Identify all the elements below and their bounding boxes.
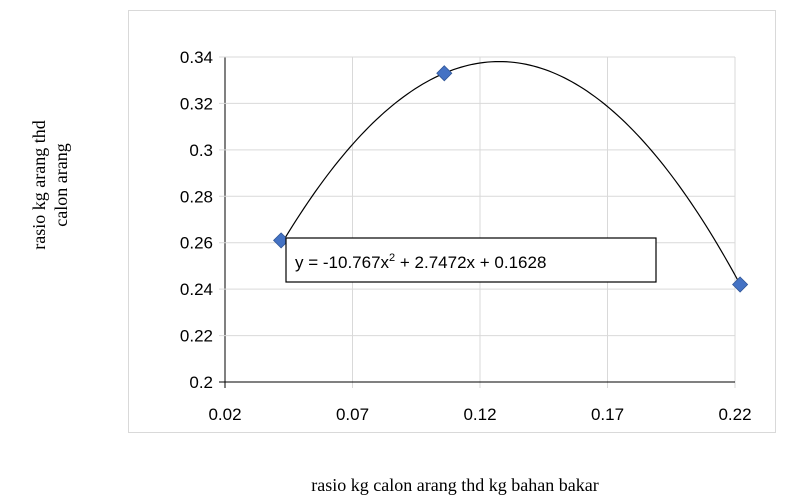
y-tick-label: 0.2 (189, 373, 213, 392)
y-tick-label: 0.26 (180, 234, 213, 253)
x-tick-label: 0.07 (336, 405, 369, 424)
y-tick-label: 0.22 (180, 327, 213, 346)
y-tick-label: 0.24 (180, 280, 213, 299)
y-axis-title-line-2: calon arang (51, 143, 71, 226)
y-tick-label: 0.34 (180, 48, 213, 67)
x-axis-title: rasio kg calon arang thd kg bahan bakar (311, 475, 598, 495)
data-point (732, 276, 749, 293)
chart-border (128, 10, 776, 433)
trendline-equation-box: y = -10.767x2 + 2.7472x + 0.1628 (285, 237, 657, 283)
x-tick-label: 0.02 (208, 405, 241, 424)
vertical-gridlines (224, 57, 736, 388)
y-tick-label: 0.3 (189, 141, 213, 160)
data-point (436, 65, 453, 82)
data-points (273, 65, 749, 293)
x-tick-label: 0.17 (591, 405, 624, 424)
y-tick-label: 0.28 (180, 187, 213, 206)
y-axis-title-line-1: rasio kg arang thd (29, 120, 49, 249)
y-tick-labels: 0.2 0.22 0.24 0.26 0.28 0.3 0.32 0.34 (180, 48, 213, 392)
equation-box-frame (285, 237, 657, 283)
y-tick-label: 0.32 (180, 94, 213, 113)
x-tick-label: 0.22 (718, 405, 751, 424)
trendline (280, 60, 741, 285)
x-tick-labels: 0.02 0.07 0.12 0.17 0.22 (208, 405, 751, 424)
x-tick-label: 0.12 (463, 405, 496, 424)
y-axis-title: rasio kg arang thd calon arang (29, 120, 71, 249)
trendline-equation: y = -10.767x2 + 2.7472x + 0.1628 (295, 252, 546, 272)
